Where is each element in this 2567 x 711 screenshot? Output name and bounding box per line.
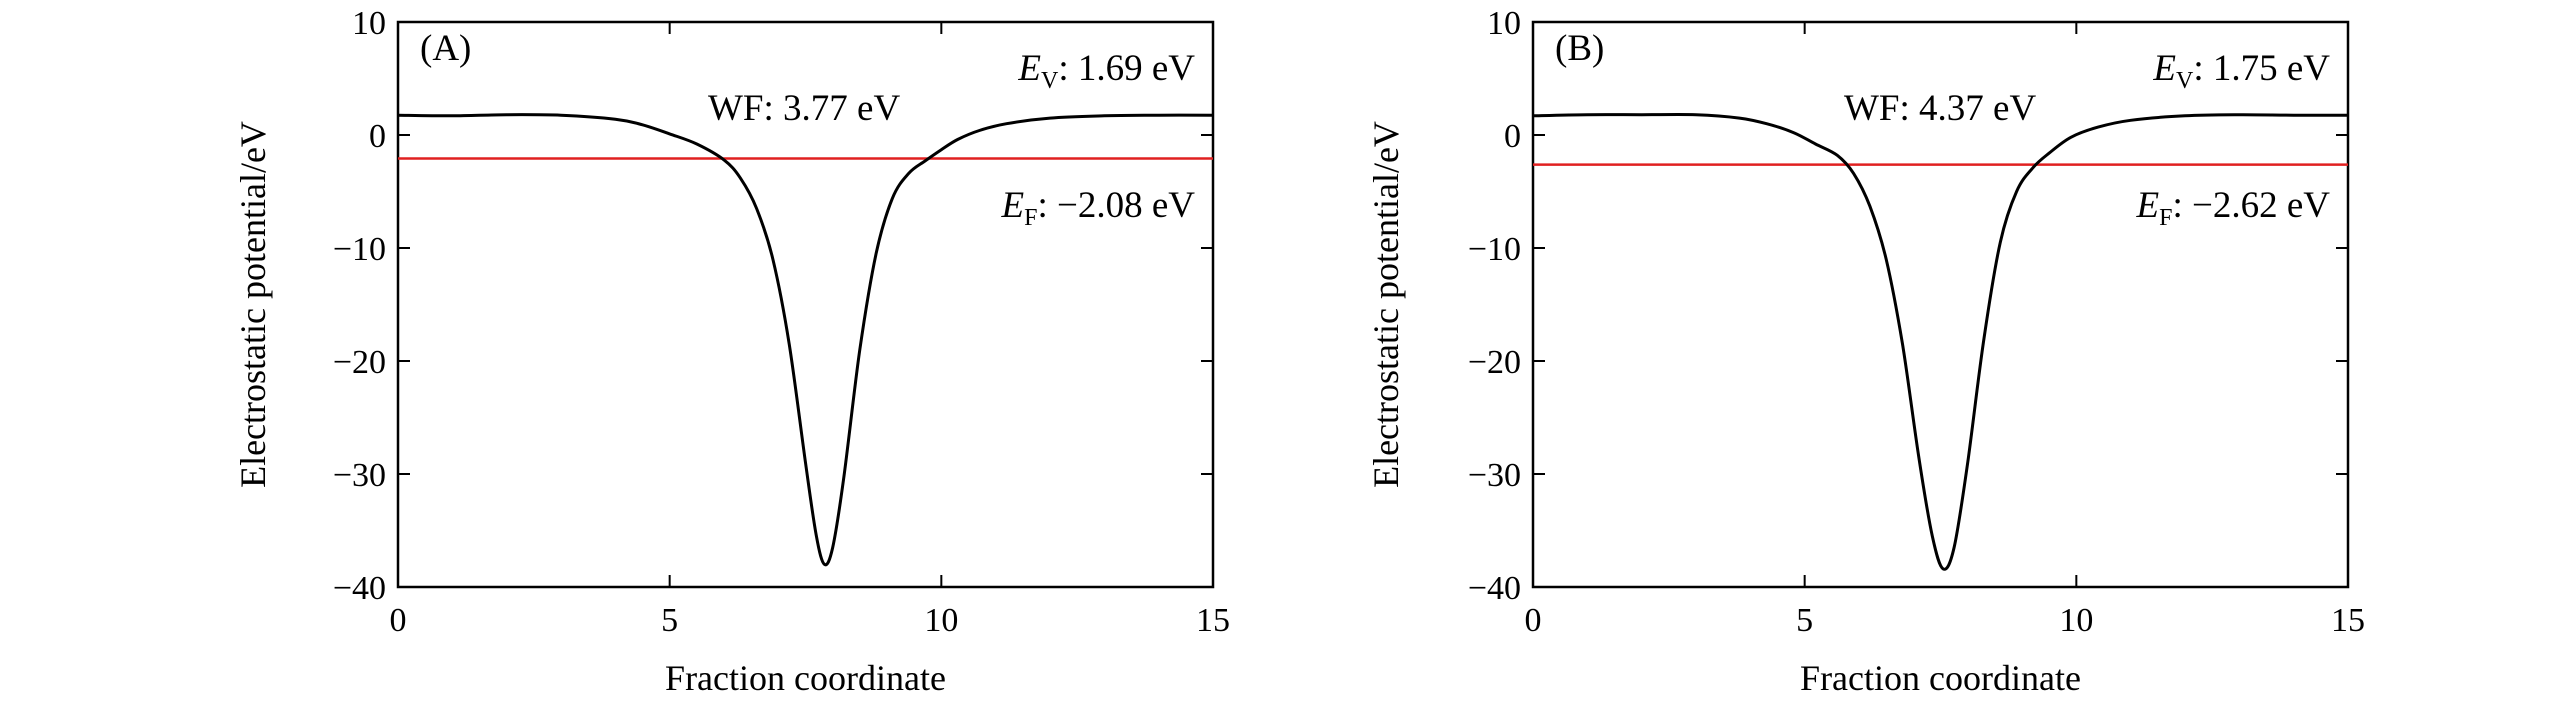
plot-frame (1531, 20, 2350, 589)
panel-a: 0 5 10 15 10 0 −10 −20 −30 −40 Fraction coordinate… (233, 5, 1230, 698)
work-function-label: WF: 4.37 eV (1844, 88, 2036, 129)
plot-frame (396, 20, 1215, 589)
ev-subscript: V (2176, 68, 2194, 94)
y-axis-label: Electrostatic potential/eV (233, 121, 273, 488)
potential-curve (397, 113, 1214, 567)
vacuum-level-label: EV: 1.69 eV (1017, 48, 1195, 94)
ef-value: : −2.62 eV (2172, 185, 2330, 226)
x-axis-label: Fraction coordinate (665, 658, 946, 698)
panel-b: 0 5 10 15 10 0 −10 −20 −30 −40 Fraction coordinate… (1366, 5, 2365, 698)
x-tick-label: 15 (1196, 602, 1230, 639)
y-tick-label: −30 (333, 457, 386, 494)
ef-symbol: E (1000, 185, 1024, 226)
y-tick-label: −30 (1468, 457, 1521, 494)
ef-subscript: F (2159, 205, 2172, 231)
x-tick-label: 5 (1796, 602, 1813, 639)
ev-value: : 1.75 eV (2193, 48, 2330, 89)
ev-symbol: E (2152, 48, 2176, 89)
potential-curve (1532, 112, 2349, 571)
y-axis-label: Electrostatic potential/eV (1366, 121, 1406, 488)
x-tick-label: 10 (2059, 602, 2093, 639)
fermi-level-label: EF: −2.08 eV (1000, 185, 1195, 231)
ef-value: : −2.08 eV (1037, 185, 1195, 226)
x-tick-label: 10 (924, 602, 958, 639)
y-tick-label: 10 (1487, 5, 1521, 42)
y-tick-label: 10 (352, 5, 386, 42)
panel-label: (B) (1555, 28, 1604, 69)
x-tick-label: 5 (661, 602, 678, 639)
x-tick-label: 15 (2331, 602, 2365, 639)
fermi-level-label: EF: −2.62 eV (2135, 185, 2330, 231)
y-tick-label: 0 (1504, 118, 1521, 155)
y-tick-label: −10 (1468, 231, 1521, 268)
y-tick-label: −10 (333, 231, 386, 268)
y-tick-label: −40 (1468, 570, 1521, 607)
vacuum-level-label: EV: 1.75 eV (2152, 48, 2330, 94)
ev-symbol: E (1017, 48, 1041, 89)
y-tick-label: −20 (333, 344, 386, 381)
ev-value: : 1.69 eV (1058, 48, 1195, 89)
x-axis-label: Fraction coordinate (1800, 658, 2081, 698)
x-tick-label: 0 (1525, 602, 1542, 639)
x-tick-label: 0 (390, 602, 407, 639)
work-function-label: WF: 3.77 eV (708, 88, 900, 129)
ev-subscript: V (1041, 68, 1059, 94)
ef-subscript: F (1024, 205, 1037, 231)
ef-symbol: E (2135, 185, 2159, 226)
y-tick-label: −20 (1468, 344, 1521, 381)
panel-label: (A) (420, 28, 471, 69)
y-tick-label: 0 (369, 118, 386, 155)
y-tick-label: −40 (333, 570, 386, 607)
